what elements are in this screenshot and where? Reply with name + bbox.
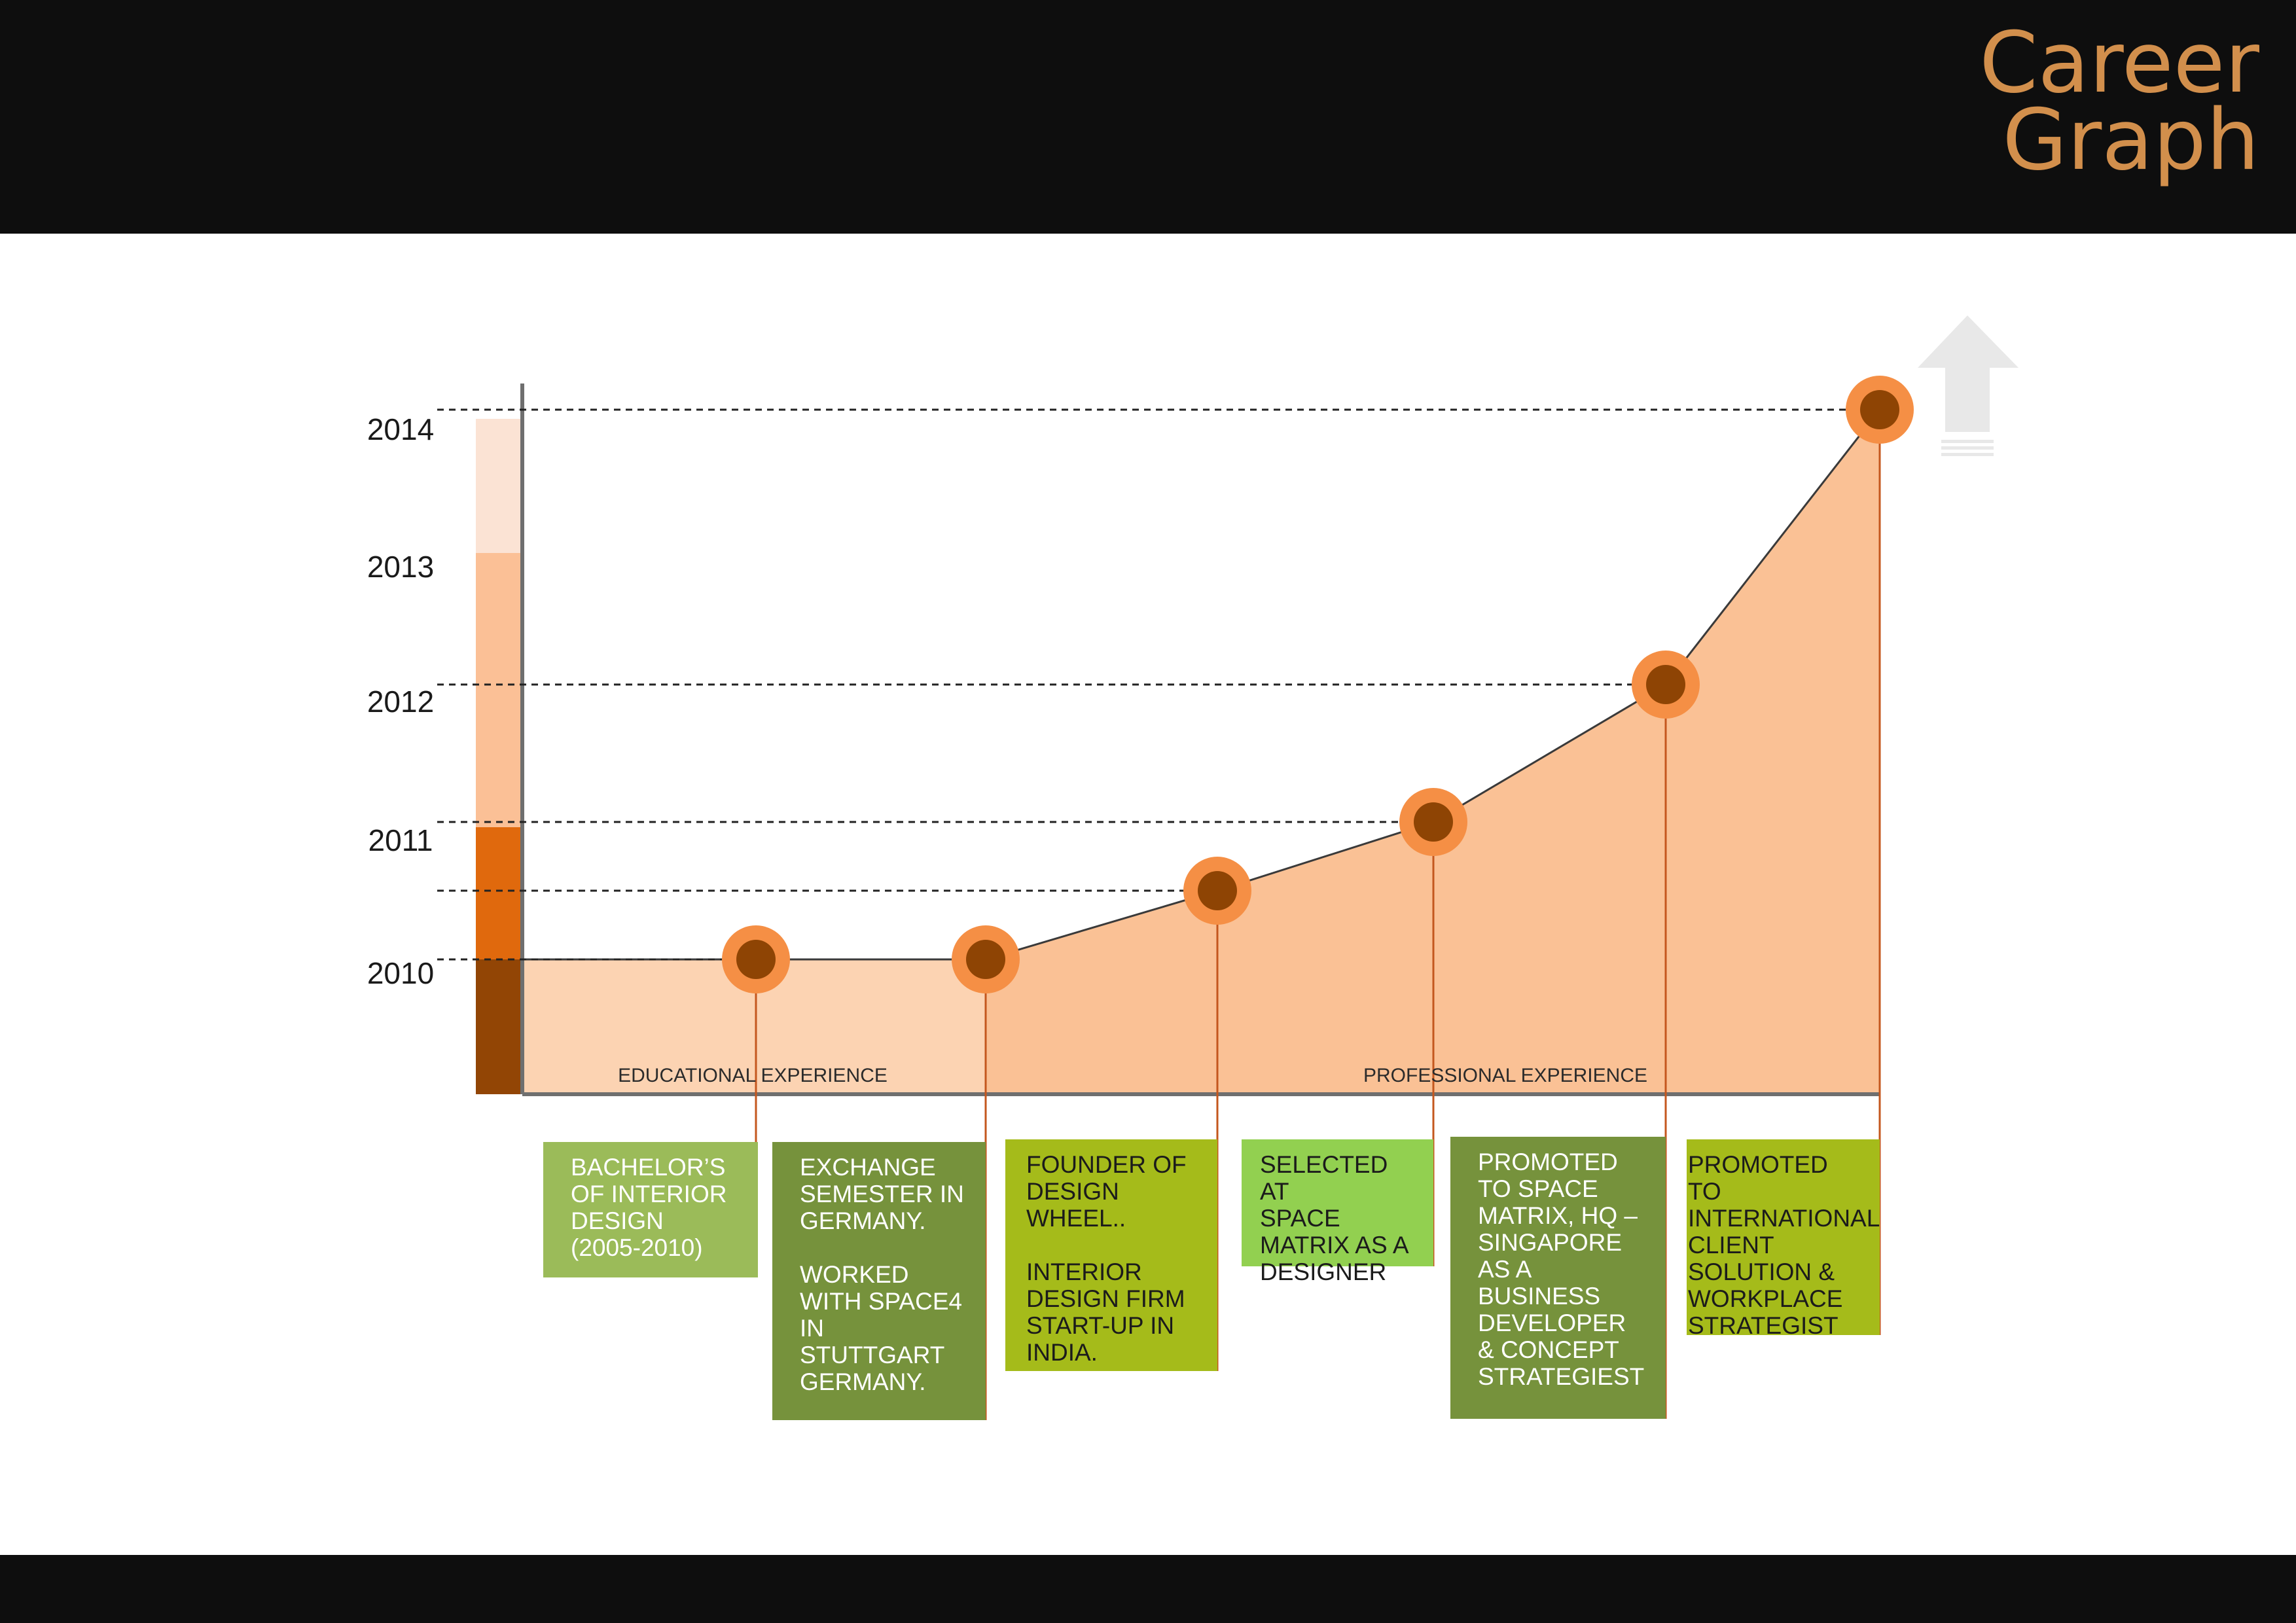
- milestone-box: FOUNDER OF DESIGN WHEEL.. INTERIOR DESIG…: [1005, 1139, 1217, 1371]
- milestone-box: PROMOTED TO SPACE MATRIX, HQ – SINGAPORE…: [1450, 1137, 1666, 1419]
- milestone-marker-core: [966, 940, 1005, 979]
- year-bar-segment: [476, 959, 524, 1094]
- up-arrow-stripe: [1941, 453, 1994, 456]
- page-title: Career Graph: [1979, 14, 2259, 189]
- milestone-box: BACHELOR’S OF INTERIOR DESIGN (2005-2010…: [543, 1142, 758, 1277]
- footer-band: [0, 1555, 2296, 1623]
- y-tick-label: 2012: [367, 685, 434, 719]
- y-tick-label: 2010: [367, 956, 434, 990]
- up-arrow-icon: [1918, 315, 2018, 432]
- milestone-marker-core: [1198, 871, 1237, 910]
- y-tick-label: 2011: [368, 823, 433, 857]
- page-title-line-2: Graph: [2002, 92, 2259, 189]
- milestone-marker-core: [1860, 390, 1899, 429]
- year-bar-segment: [476, 419, 524, 553]
- milestone-marker-core: [1646, 665, 1685, 704]
- year-bar-segment: [476, 827, 524, 959]
- milestone-box: EXCHANGE SEMESTER IN GERMANY. WORKED WIT…: [772, 1142, 986, 1420]
- section-label: PROFESSIONAL EXPERIENCE: [1363, 1065, 1647, 1086]
- up-arrow-stripe: [1941, 446, 1994, 450]
- y-tick-label: 2013: [367, 550, 434, 584]
- milestone-box: SELECTED AT SPACE MATRIX AS A DESIGNER: [1242, 1139, 1433, 1285]
- header-band: [0, 0, 2296, 234]
- milestone-marker-core: [736, 940, 776, 979]
- y-tick-label: 2014: [367, 412, 434, 446]
- page-title-line-1: Career: [1979, 14, 2259, 112]
- year-bar-segment: [476, 553, 524, 827]
- milestone-marker-core: [1414, 802, 1453, 842]
- milestone-box: PROMOTED TO INTERNATIONAL CLIENT SOLUTIO…: [1687, 1139, 1880, 1339]
- up-arrow-stripe: [1941, 440, 1994, 443]
- professional-area: [522, 410, 1880, 1094]
- section-label: EDUCATIONAL EXPERIENCE: [618, 1065, 888, 1086]
